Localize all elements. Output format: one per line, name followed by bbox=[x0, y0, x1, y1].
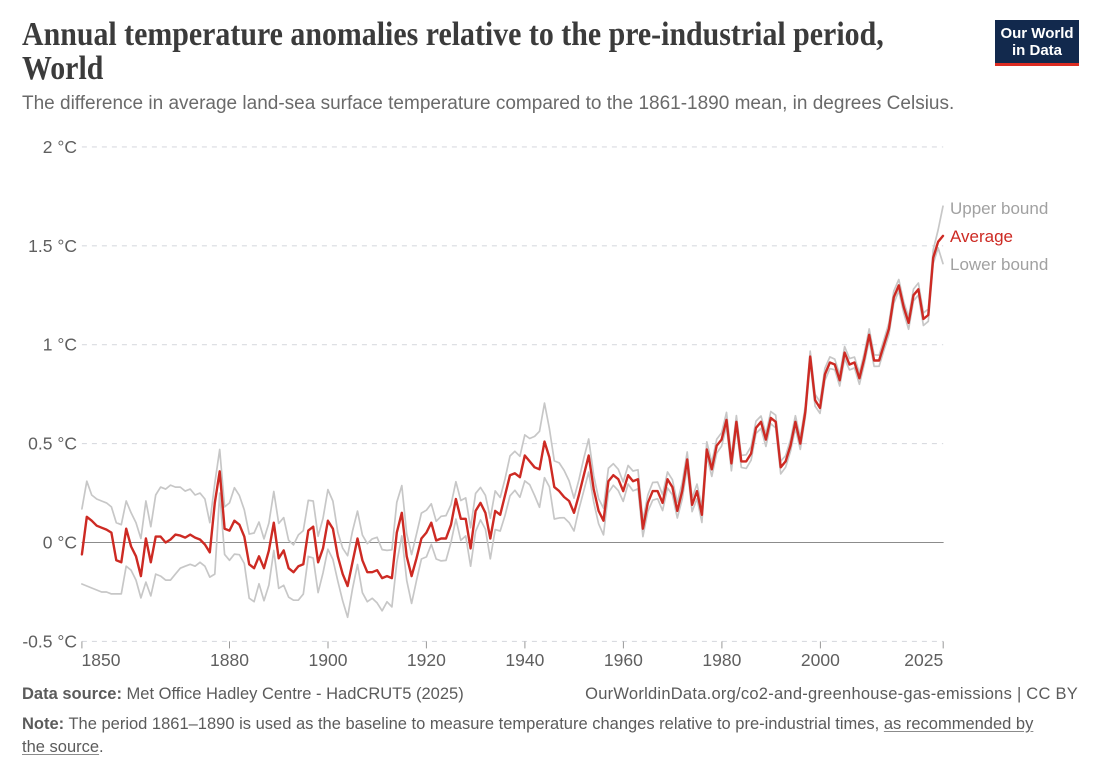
svg-text:1850: 1850 bbox=[82, 650, 121, 670]
svg-text:0.5 °C: 0.5 °C bbox=[28, 434, 77, 454]
svg-text:-0.5 °C: -0.5 °C bbox=[22, 631, 77, 651]
svg-text:1940: 1940 bbox=[505, 650, 544, 670]
svg-text:2 °C: 2 °C bbox=[43, 137, 77, 157]
svg-text:1880: 1880 bbox=[210, 650, 249, 670]
svg-text:1900: 1900 bbox=[309, 650, 348, 670]
svg-text:2000: 2000 bbox=[801, 650, 840, 670]
svg-text:Lower bound: Lower bound bbox=[950, 255, 1048, 274]
svg-text:Upper bound: Upper bound bbox=[950, 199, 1048, 218]
svg-text:1920: 1920 bbox=[407, 650, 446, 670]
svg-text:1960: 1960 bbox=[604, 650, 643, 670]
svg-text:2025: 2025 bbox=[904, 650, 943, 670]
svg-text:Average: Average bbox=[950, 227, 1013, 246]
svg-text:1980: 1980 bbox=[702, 650, 741, 670]
svg-text:1 °C: 1 °C bbox=[43, 335, 77, 355]
svg-text:0 °C: 0 °C bbox=[43, 533, 77, 553]
svg-text:1.5 °C: 1.5 °C bbox=[28, 236, 77, 256]
